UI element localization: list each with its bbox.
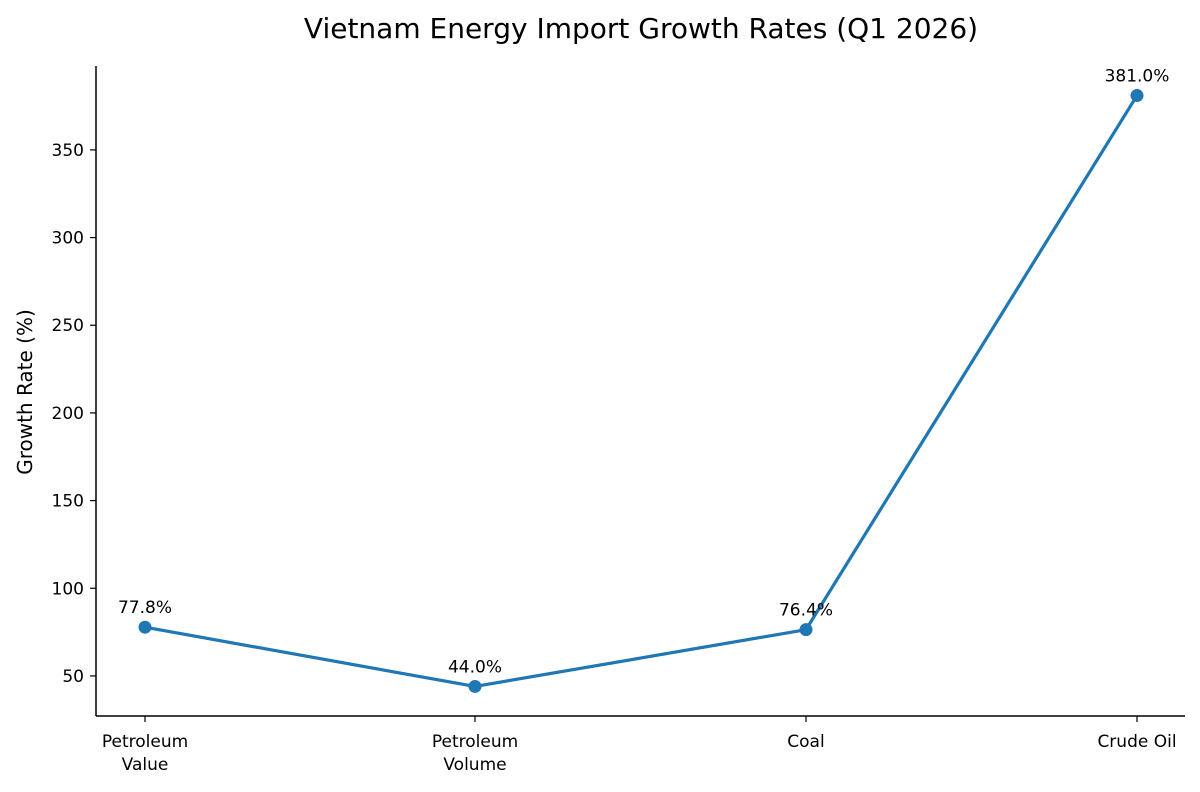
y-tick-label: 50 bbox=[62, 667, 84, 687]
series-line bbox=[143, 93, 1139, 689]
data-point bbox=[468, 679, 482, 693]
x-tick-label-line: Coal bbox=[787, 732, 824, 752]
y-tick-label: 300 bbox=[52, 229, 84, 249]
chart-title: Vietnam Energy Import Growth Rates (Q1 2… bbox=[304, 12, 978, 45]
x-tick-label-line: Value bbox=[122, 755, 169, 775]
y-tick-label: 350 bbox=[52, 141, 84, 161]
data-label: 77.8% bbox=[118, 598, 172, 618]
axes bbox=[95, 66, 1185, 717]
data-point bbox=[138, 620, 152, 634]
x-tick-label-line: Volume bbox=[443, 755, 506, 775]
y-tick-label: 200 bbox=[52, 404, 84, 424]
data-label: 76.4% bbox=[779, 601, 833, 621]
y-tick-label: 100 bbox=[52, 579, 84, 599]
x-tick-label: Petroleum Value bbox=[102, 732, 188, 775]
y-tick-label: 150 bbox=[52, 492, 84, 512]
x-tick-label-line: Crude Oil bbox=[1097, 732, 1176, 752]
data-point bbox=[799, 623, 813, 637]
data-label: 44.0% bbox=[448, 657, 502, 677]
series bbox=[138, 89, 1144, 693]
y-axis-label: Growth Rate (%) bbox=[13, 309, 37, 475]
data-labels: 77.8% 44.0% 76.4% 381.0% bbox=[118, 67, 1169, 678]
data-point bbox=[1130, 89, 1144, 103]
y-tick-label: 250 bbox=[52, 316, 84, 336]
x-tick-label-line: Petroleum bbox=[432, 732, 518, 752]
data-label: 381.0% bbox=[1105, 67, 1170, 87]
x-tick-label-line: Petroleum bbox=[102, 732, 188, 752]
x-tick-label: Crude Oil bbox=[1097, 732, 1176, 752]
x-tick-label: Petroleum Volume bbox=[432, 732, 518, 775]
x-tick-label: Coal bbox=[787, 732, 824, 752]
